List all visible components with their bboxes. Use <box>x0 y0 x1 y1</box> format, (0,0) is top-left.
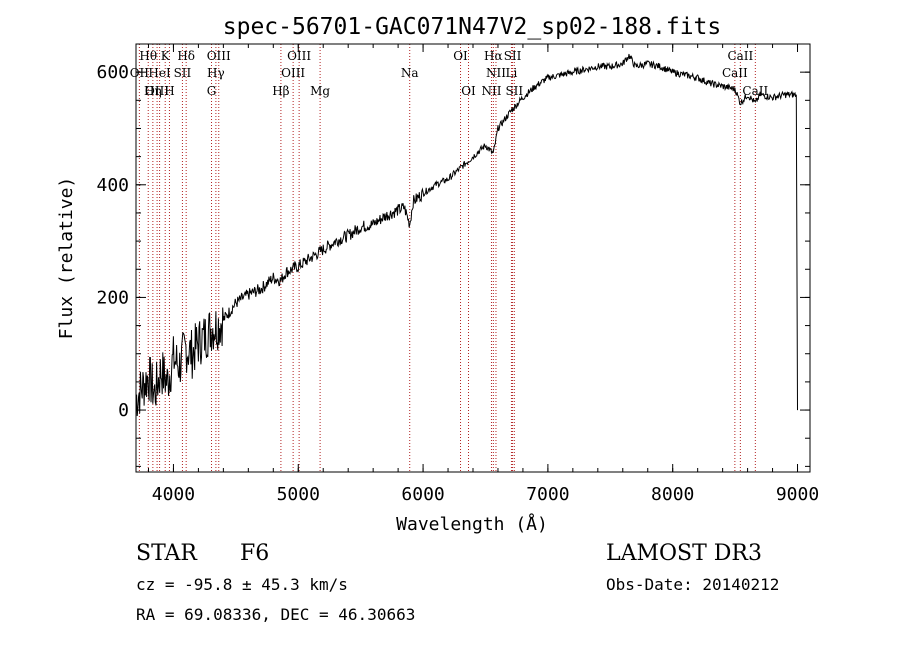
line-label: Na <box>401 66 419 80</box>
line-label: SII <box>505 84 523 98</box>
line-label: OIII <box>145 84 169 98</box>
line-label: H <box>164 84 174 98</box>
line-label: CaII <box>727 49 753 63</box>
obs-date: Obs-Date: 20140212 <box>606 575 779 594</box>
line-label: Hη <box>144 84 162 98</box>
x-axis-label: Wavelength (Å) <box>396 513 548 535</box>
line-label: Hβ <box>272 84 289 98</box>
line-label: OI <box>461 84 476 98</box>
object-subclass: F6 <box>240 541 269 566</box>
x-tick-label: 4000 <box>152 484 195 505</box>
flux-series <box>135 53 798 417</box>
line-label: NII <box>486 66 506 80</box>
line-label: OIII <box>287 49 311 63</box>
line-label: HeI <box>148 66 171 80</box>
plot-frame <box>135 43 811 473</box>
line-label: K <box>161 49 171 63</box>
line-label: OIII <box>281 66 305 80</box>
spectral-line-markers <box>138 44 756 472</box>
x-tick-label: 7000 <box>526 484 569 505</box>
x-tick-label: 6000 <box>401 484 444 505</box>
line-label: Hγ <box>207 66 225 80</box>
survey-name: LAMOST DR3 <box>606 541 762 566</box>
y-tick-label: 400 <box>96 175 129 196</box>
line-label: Li <box>506 66 518 80</box>
x-axis-ticks: 4000 5000 6000 7000 8000 9000 <box>147 44 819 505</box>
flux-line <box>135 53 798 417</box>
ra-dec: RA = 69.08336, DEC = 46.30663 <box>136 605 415 624</box>
chart-title: spec-56701-GAC071N47V2_sp02-188.fits <box>223 14 722 40</box>
line-label: OI <box>453 49 468 63</box>
x-tick-label: 8000 <box>651 484 694 505</box>
line-label: Hα <box>484 49 503 63</box>
line-label: SII <box>174 66 192 80</box>
line-label: NII <box>481 84 501 98</box>
line-label: Hθ <box>139 49 157 63</box>
y-tick-label: 600 <box>96 62 129 83</box>
y-tick-label: 200 <box>96 287 129 308</box>
redshift-cz: cz = -95.8 ± 45.3 km/s <box>136 575 348 594</box>
line-label: CaII <box>722 66 748 80</box>
line-label: G <box>207 84 217 98</box>
line-label: OIII <box>207 49 231 63</box>
line-label: OII <box>130 66 150 80</box>
line-label: SII <box>504 49 522 63</box>
y-axis-label: Flux (relative) <box>56 177 77 340</box>
y-axis-ticks: 0 200 400 600 <box>96 43 810 467</box>
object-class: STAR <box>136 541 198 566</box>
line-label: Hδ <box>177 49 195 63</box>
x-tick-label: 9000 <box>776 484 819 505</box>
x-tick-label: 5000 <box>277 484 320 505</box>
line-label: Mg <box>310 84 330 98</box>
y-tick-label: 0 <box>118 400 129 421</box>
